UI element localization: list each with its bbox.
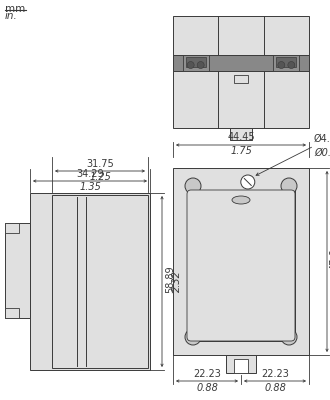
- Text: 22.23: 22.23: [261, 369, 289, 379]
- Circle shape: [288, 62, 295, 68]
- Circle shape: [185, 178, 201, 194]
- Bar: [173, 168, 309, 355]
- Text: 31.75: 31.75: [86, 159, 114, 169]
- Bar: [226, 355, 256, 373]
- Bar: [276, 57, 296, 67]
- Bar: [5, 223, 19, 233]
- Text: Ø0.19: Ø0.19: [314, 148, 330, 158]
- Circle shape: [197, 62, 204, 68]
- Text: 1.25: 1.25: [89, 172, 111, 182]
- Circle shape: [187, 62, 194, 68]
- Bar: [173, 16, 309, 128]
- Bar: [234, 359, 248, 373]
- Circle shape: [185, 329, 201, 345]
- Text: 34.29: 34.29: [76, 169, 104, 179]
- Circle shape: [278, 62, 285, 68]
- Bar: [234, 75, 248, 83]
- Text: 44.45: 44.45: [227, 132, 255, 142]
- Bar: [173, 55, 309, 71]
- Bar: [30, 193, 150, 370]
- FancyBboxPatch shape: [187, 190, 295, 341]
- Bar: [183, 55, 209, 71]
- Text: 22.23: 22.23: [193, 369, 221, 379]
- Text: 1.35: 1.35: [79, 182, 101, 192]
- Text: Ø4.9: Ø4.9: [314, 134, 330, 144]
- Bar: [230, 128, 252, 140]
- Text: 0.88: 0.88: [264, 383, 286, 393]
- Bar: [5, 223, 30, 318]
- Bar: [186, 57, 206, 67]
- Bar: [5, 308, 19, 318]
- Ellipse shape: [232, 196, 250, 204]
- Text: 2.32: 2.32: [172, 270, 182, 292]
- Text: 0.88: 0.88: [196, 383, 218, 393]
- Text: in.: in.: [5, 11, 18, 21]
- Bar: [52, 195, 148, 368]
- Bar: [273, 55, 299, 71]
- Text: 1.75: 1.75: [230, 146, 252, 156]
- Circle shape: [281, 178, 297, 194]
- Bar: [187, 190, 295, 341]
- Circle shape: [241, 175, 255, 189]
- Text: 58.89: 58.89: [165, 266, 175, 293]
- Circle shape: [281, 329, 297, 345]
- Text: mm: mm: [5, 4, 25, 14]
